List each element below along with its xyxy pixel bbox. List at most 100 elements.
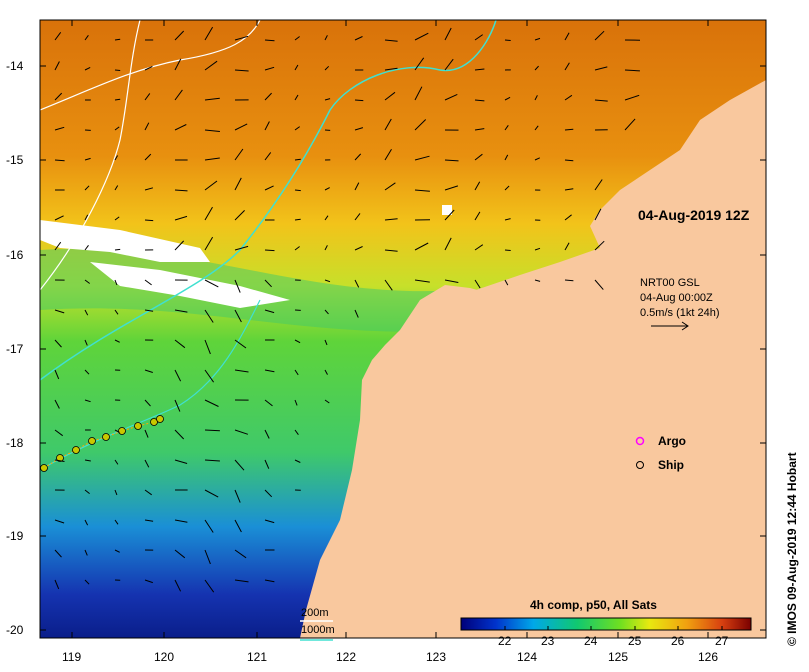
ship-position-marker — [118, 427, 126, 435]
current-vector — [264, 185, 274, 191]
current-vector — [234, 579, 249, 583]
current-vector — [204, 26, 214, 41]
current-vector — [324, 399, 330, 404]
current-vector — [204, 429, 220, 432]
current-vector — [174, 309, 188, 313]
current-vector — [384, 218, 398, 221]
current-vector — [264, 279, 272, 288]
current-vector — [264, 369, 275, 373]
current-vector — [294, 94, 299, 101]
current-vector — [264, 66, 275, 71]
current-vector — [174, 124, 187, 131]
current-vector — [504, 154, 509, 161]
current-vector — [624, 94, 640, 101]
current-vector — [414, 189, 430, 192]
current-vector — [354, 153, 362, 161]
current-vector — [294, 459, 301, 463]
current-vector — [84, 489, 90, 494]
current-vector — [54, 459, 65, 462]
current-vector — [174, 429, 185, 440]
current-vector — [384, 249, 398, 252]
current-vector — [504, 185, 510, 191]
current-vector — [234, 35, 249, 41]
isobath-1000m-label: 1000m — [301, 624, 335, 636]
current-vector — [234, 459, 245, 471]
x-tick-label: 121 — [247, 650, 268, 664]
current-vector — [534, 125, 539, 131]
current-vector — [144, 153, 152, 161]
current-vector — [204, 339, 211, 355]
current-vector — [474, 244, 484, 251]
colorbar-tick-label: 26 — [671, 634, 685, 648]
current-vector — [594, 66, 608, 71]
x-tick-label: 120 — [154, 650, 175, 664]
current-vector — [84, 185, 90, 191]
current-vector — [54, 241, 62, 251]
current-vector — [114, 216, 120, 221]
current-vector — [294, 429, 299, 435]
current-vector — [234, 279, 241, 293]
current-vector — [294, 189, 301, 192]
current-vector — [504, 279, 509, 286]
current-vector — [54, 159, 65, 162]
current-vector — [384, 148, 392, 161]
cloud-patch — [90, 262, 290, 308]
current-vector — [504, 249, 511, 251]
current-vector — [564, 242, 570, 251]
y-tick-label: -15 — [6, 153, 24, 167]
current-vector — [114, 155, 119, 161]
current-vector — [84, 369, 90, 375]
current-vector — [54, 215, 64, 221]
current-vector — [354, 182, 360, 191]
current-vector — [54, 369, 60, 380]
current-vector — [444, 58, 454, 71]
current-vector — [564, 214, 572, 221]
current-vector — [264, 579, 275, 583]
current-vector — [564, 159, 574, 162]
current-vector — [324, 339, 328, 346]
current-vector — [324, 98, 331, 101]
current-vector — [114, 185, 119, 191]
current-vectors — [54, 26, 641, 593]
current-vector — [114, 126, 120, 131]
current-vector — [294, 399, 298, 406]
current-vector — [564, 128, 574, 131]
current-vector — [54, 92, 63, 101]
current-vector — [234, 210, 245, 221]
current-vector — [294, 64, 299, 71]
current-vector — [264, 519, 275, 524]
current-vector — [594, 208, 602, 221]
current-vector — [444, 185, 459, 191]
current-vector — [54, 399, 60, 409]
current-vector — [144, 369, 153, 373]
current-vector — [414, 279, 430, 283]
ship-position-marker — [102, 433, 110, 441]
current-vector — [204, 579, 215, 593]
current-vector — [234, 177, 242, 191]
current-vector — [264, 309, 275, 314]
current-vector — [114, 429, 120, 433]
current-vector — [144, 459, 150, 468]
current-vector — [84, 519, 89, 526]
current-vector — [564, 279, 574, 282]
current-vector — [384, 67, 398, 71]
current-vector — [324, 309, 329, 315]
current-vector — [384, 118, 392, 131]
y-tick-label: -16 — [6, 248, 24, 262]
current-vector — [294, 369, 299, 376]
current-vector — [144, 429, 149, 438]
ship-position-marker — [72, 446, 80, 454]
x-tick-label: 122 — [336, 650, 357, 664]
current-vector — [234, 309, 242, 323]
current-vector — [234, 489, 241, 503]
current-vector — [294, 218, 301, 221]
current-vector — [264, 459, 270, 469]
current-vector — [594, 279, 604, 290]
current-vector — [384, 182, 396, 191]
current-vector — [174, 519, 188, 523]
current-vector — [504, 39, 511, 41]
current-vector — [114, 279, 118, 286]
current-vector — [414, 242, 429, 251]
current-vector — [504, 96, 511, 101]
current-vector — [384, 39, 398, 42]
